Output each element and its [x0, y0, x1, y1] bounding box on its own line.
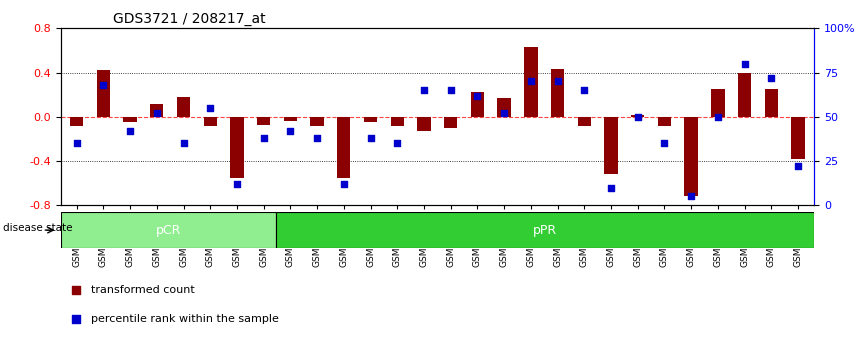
- Bar: [792, 117, 805, 159]
- Point: [204, 105, 217, 111]
- Point: [604, 185, 618, 190]
- FancyBboxPatch shape: [61, 212, 276, 248]
- Point: [578, 87, 591, 93]
- Bar: [765, 89, 778, 117]
- Text: transformed count: transformed count: [91, 285, 195, 295]
- Bar: [337, 117, 351, 178]
- Point: [551, 79, 565, 84]
- Point: [765, 75, 779, 81]
- Text: pPR: pPR: [533, 224, 557, 236]
- Bar: [70, 117, 83, 126]
- Bar: [284, 117, 297, 121]
- Bar: [578, 117, 591, 126]
- Point: [283, 128, 297, 134]
- Bar: [604, 117, 617, 175]
- Point: [524, 79, 538, 84]
- Bar: [177, 97, 191, 117]
- Bar: [150, 104, 164, 117]
- Bar: [631, 115, 644, 117]
- Bar: [364, 117, 378, 122]
- Point: [791, 164, 805, 169]
- FancyBboxPatch shape: [276, 212, 814, 248]
- Bar: [444, 117, 457, 128]
- Bar: [471, 92, 484, 117]
- Text: pCR: pCR: [156, 224, 181, 236]
- Bar: [711, 89, 725, 117]
- Text: GDS3721 / 208217_at: GDS3721 / 208217_at: [113, 12, 266, 26]
- Point: [310, 135, 324, 141]
- Point: [337, 181, 351, 187]
- Bar: [738, 73, 751, 117]
- Text: percentile rank within the sample: percentile rank within the sample: [91, 314, 279, 324]
- Bar: [310, 117, 324, 126]
- Point: [256, 135, 270, 141]
- Point: [630, 114, 644, 120]
- Point: [443, 87, 457, 93]
- Bar: [257, 117, 270, 125]
- Point: [567, 137, 581, 143]
- Point: [684, 194, 698, 199]
- Point: [711, 114, 725, 120]
- Point: [150, 110, 164, 116]
- Bar: [391, 117, 404, 126]
- Point: [657, 141, 671, 146]
- Point: [497, 110, 511, 116]
- Bar: [97, 70, 110, 117]
- Point: [123, 128, 137, 134]
- Point: [96, 82, 110, 88]
- Bar: [497, 98, 511, 117]
- Point: [391, 141, 404, 146]
- Bar: [684, 117, 698, 196]
- Bar: [658, 117, 671, 126]
- Point: [738, 61, 752, 67]
- Point: [230, 181, 244, 187]
- Point: [470, 93, 484, 98]
- Point: [70, 141, 84, 146]
- Bar: [204, 117, 216, 126]
- Point: [177, 141, 191, 146]
- Bar: [417, 117, 430, 131]
- Bar: [524, 47, 538, 117]
- Point: [417, 87, 431, 93]
- Text: disease state: disease state: [3, 223, 73, 233]
- Bar: [551, 69, 565, 117]
- Point: [364, 135, 378, 141]
- Bar: [230, 117, 243, 178]
- Bar: [123, 117, 137, 122]
